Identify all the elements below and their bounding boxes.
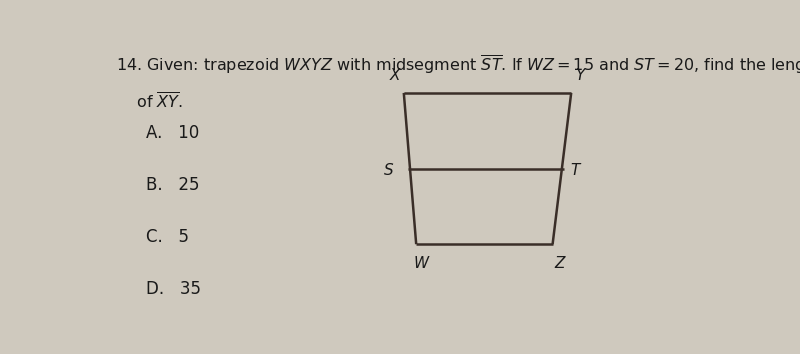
Text: X: X	[390, 68, 400, 84]
Text: Y: Y	[575, 68, 584, 84]
Text: of $\overline{XY}$.: of $\overline{XY}$.	[115, 92, 182, 112]
Text: S: S	[384, 163, 394, 178]
Text: D.   35: D. 35	[146, 280, 202, 298]
Text: T: T	[570, 163, 579, 178]
Text: 14. Given: trapezoid $\mathit{WXYZ}$ with midsegment $\overline{ST}$. If $\mathi: 14. Given: trapezoid $\mathit{WXYZ}$ wit…	[115, 53, 800, 76]
Text: C.   5: C. 5	[146, 228, 190, 246]
Text: A.   10: A. 10	[146, 124, 200, 142]
Text: W: W	[413, 256, 428, 272]
Text: B.   25: B. 25	[146, 176, 200, 194]
Text: Z: Z	[554, 256, 565, 272]
